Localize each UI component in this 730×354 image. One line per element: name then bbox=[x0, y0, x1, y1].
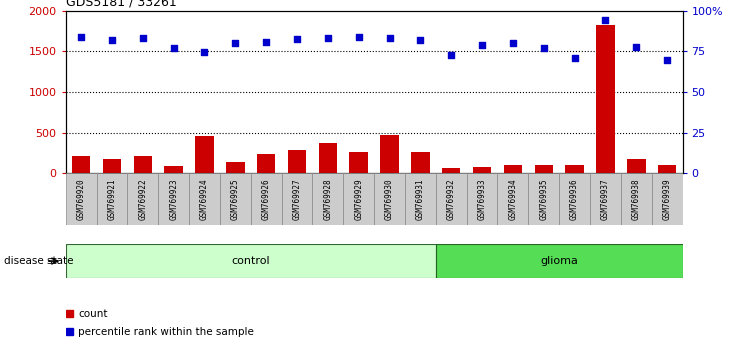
Bar bbox=[350, 152, 368, 173]
Point bbox=[599, 17, 611, 22]
Bar bbox=[226, 162, 245, 173]
Text: GSM769925: GSM769925 bbox=[231, 178, 240, 220]
Bar bbox=[66, 310, 74, 317]
Point bbox=[415, 37, 426, 42]
Text: GSM769932: GSM769932 bbox=[447, 178, 456, 220]
Text: percentile rank within the sample: percentile rank within the sample bbox=[78, 327, 254, 337]
Bar bbox=[288, 150, 307, 173]
Point bbox=[137, 35, 149, 41]
Bar bbox=[529, 173, 559, 225]
Bar bbox=[652, 173, 683, 225]
Bar bbox=[565, 165, 584, 173]
Bar bbox=[504, 165, 522, 173]
Text: GSM769935: GSM769935 bbox=[539, 178, 548, 220]
Text: GSM769923: GSM769923 bbox=[169, 178, 178, 220]
Bar bbox=[66, 244, 436, 278]
Bar bbox=[127, 173, 158, 225]
Bar bbox=[158, 173, 189, 225]
Bar bbox=[405, 173, 436, 225]
Text: GSM769926: GSM769926 bbox=[261, 178, 271, 220]
Bar bbox=[282, 173, 312, 225]
Text: GSM769920: GSM769920 bbox=[77, 178, 85, 220]
Bar bbox=[134, 156, 152, 173]
Bar bbox=[436, 173, 466, 225]
Bar bbox=[66, 173, 96, 225]
Text: GSM769937: GSM769937 bbox=[601, 178, 610, 220]
Point bbox=[322, 35, 334, 41]
Text: disease state: disease state bbox=[4, 256, 73, 266]
Bar bbox=[343, 173, 374, 225]
Point bbox=[75, 34, 87, 40]
Text: control: control bbox=[231, 256, 270, 266]
Bar bbox=[312, 173, 343, 225]
Bar bbox=[442, 168, 461, 173]
Bar bbox=[72, 155, 91, 173]
Text: GSM769933: GSM769933 bbox=[477, 178, 487, 220]
Point bbox=[168, 45, 180, 51]
Point bbox=[507, 40, 519, 46]
Text: GSM769934: GSM769934 bbox=[508, 178, 518, 220]
Bar bbox=[189, 173, 220, 225]
Point bbox=[661, 57, 673, 63]
Bar bbox=[411, 152, 430, 173]
Point bbox=[261, 40, 272, 45]
Point bbox=[106, 37, 118, 42]
Point bbox=[384, 35, 396, 41]
Text: count: count bbox=[78, 309, 107, 319]
Point bbox=[538, 45, 550, 51]
Text: GSM769922: GSM769922 bbox=[138, 178, 147, 220]
Text: GSM769930: GSM769930 bbox=[385, 178, 394, 220]
Bar bbox=[66, 329, 74, 335]
Bar bbox=[627, 159, 645, 173]
Point bbox=[199, 49, 210, 55]
Bar bbox=[164, 166, 183, 173]
Point bbox=[476, 42, 488, 48]
Text: GSM769928: GSM769928 bbox=[323, 178, 332, 220]
Bar bbox=[658, 165, 677, 173]
Bar bbox=[251, 173, 282, 225]
Bar bbox=[466, 173, 497, 225]
Point bbox=[353, 34, 364, 40]
Bar bbox=[103, 159, 121, 173]
Bar bbox=[374, 173, 405, 225]
Bar bbox=[590, 173, 620, 225]
Point bbox=[631, 44, 642, 50]
Text: glioma: glioma bbox=[540, 256, 578, 266]
Bar bbox=[257, 154, 275, 173]
Bar bbox=[473, 167, 491, 173]
Text: GSM769924: GSM769924 bbox=[200, 178, 209, 220]
Point bbox=[229, 40, 241, 46]
Bar bbox=[596, 25, 615, 173]
Text: GSM769939: GSM769939 bbox=[663, 178, 672, 220]
Text: GSM769921: GSM769921 bbox=[107, 178, 117, 220]
Bar bbox=[498, 173, 529, 225]
Text: GSM769931: GSM769931 bbox=[416, 178, 425, 220]
Bar bbox=[620, 173, 652, 225]
Bar bbox=[559, 173, 590, 225]
Text: GSM769938: GSM769938 bbox=[631, 178, 641, 220]
Text: GSM769929: GSM769929 bbox=[354, 178, 364, 220]
Bar bbox=[380, 135, 399, 173]
Bar bbox=[220, 173, 251, 225]
Bar bbox=[534, 165, 553, 173]
Point bbox=[291, 36, 303, 41]
Bar bbox=[318, 143, 337, 173]
Point bbox=[569, 55, 580, 61]
Text: GSM769927: GSM769927 bbox=[293, 178, 301, 220]
Text: GDS5181 / 33261: GDS5181 / 33261 bbox=[66, 0, 177, 8]
Bar bbox=[195, 136, 214, 173]
Text: GSM769936: GSM769936 bbox=[570, 178, 579, 220]
Bar bbox=[96, 173, 128, 225]
Point bbox=[445, 53, 457, 58]
Bar bbox=[436, 244, 683, 278]
